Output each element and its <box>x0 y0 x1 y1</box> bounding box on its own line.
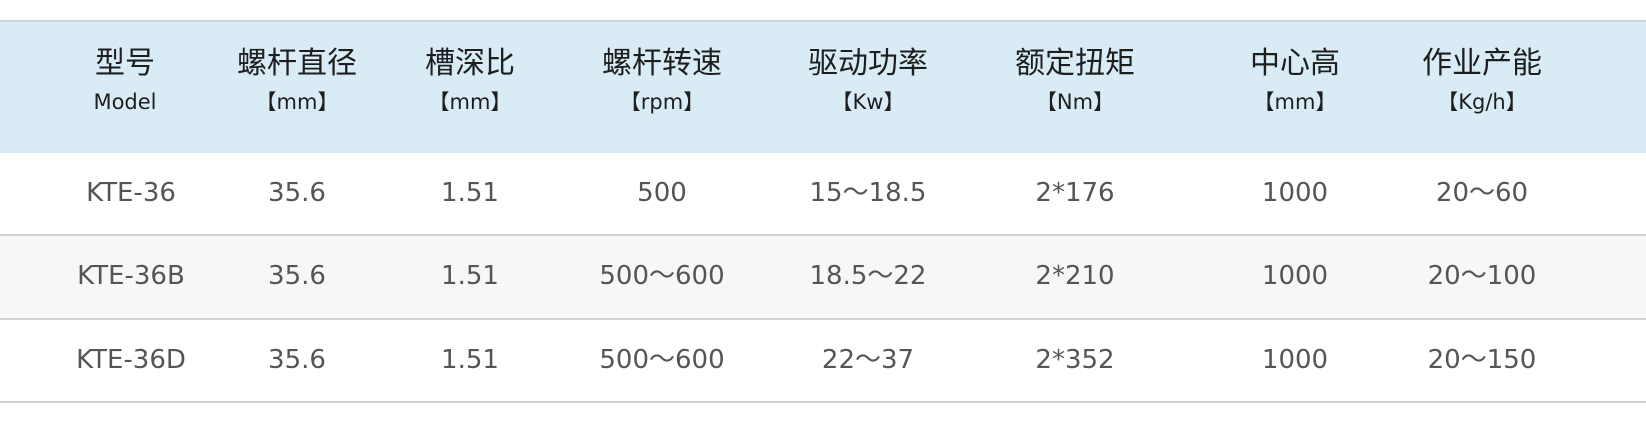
column-unit: 【mm】 <box>428 90 512 114</box>
table-cell: 500～600 <box>599 261 725 291</box>
column-unit: 【rpm】 <box>619 90 705 114</box>
table-cell: 18.5～22 <box>809 261 927 291</box>
column-title: 槽深比 <box>425 46 515 81</box>
column-unit: 【mm】 <box>255 90 339 114</box>
table-cell: 22～37 <box>821 345 915 375</box>
table-cell: 2*352 <box>1035 345 1115 375</box>
column-unit: Model <box>93 90 157 114</box>
table-cell: 20～100 <box>1427 261 1537 291</box>
table-cell: 1.51 <box>441 261 499 291</box>
table-cell: 15～18.5 <box>809 178 927 208</box>
table-row: KTE-36B 35.6 1.51 500～600 18.5～22 2*210 1000 20… <box>0 236 1646 320</box>
table-cell: 1000 <box>1261 178 1329 208</box>
column-title: 额定扭矩 <box>1015 46 1135 81</box>
column-title: 螺杆转速 <box>602 46 722 81</box>
column-unit: 【Nm】 <box>1035 90 1115 114</box>
column-unit: 【Kw】 <box>831 90 905 114</box>
column-header: 螺杆转速【rpm】 <box>552 44 772 120</box>
table-cell: 500～600 <box>599 345 725 375</box>
column-header: 额定扭矩【Nm】 <box>965 44 1185 120</box>
column-header: 型号 Model <box>15 44 235 120</box>
column-title: 作业产能 <box>1422 46 1542 81</box>
column-title: 螺杆直径 <box>237 46 357 81</box>
table-cell: 20～150 <box>1427 345 1537 375</box>
column-title: 中心高 <box>1250 46 1340 81</box>
column-unit: 【Kg/h】 <box>1437 90 1527 114</box>
table-cell: 35.6 <box>268 345 326 375</box>
table-cell: 1000 <box>1261 261 1329 291</box>
table-cell: KTE-36B <box>77 261 185 291</box>
table-cell: 35.6 <box>268 261 326 291</box>
table-cell: 2*176 <box>1035 178 1115 208</box>
table-cell: 500 <box>637 178 687 208</box>
column-header: 槽深比【mm】 <box>360 44 580 120</box>
column-title: 型号 <box>95 46 155 81</box>
column-header: 中心高【mm】 <box>1185 44 1405 120</box>
table-row: KTE-36 35.6 1.51 500 15～18.5 2*176 1000 20～60 <box>0 153 1646 236</box>
table-cell: 20～60 <box>1435 178 1529 208</box>
table-cell: 1.51 <box>441 345 499 375</box>
table-header: 型号 Model 螺杆直径 【mm】 槽深比 【mm】 螺杆转速 【rpm】 驱动功率 【Kw】额… <box>0 20 1646 155</box>
table-cell: KTE-36 <box>86 178 176 208</box>
column-unit: 【mm】 <box>1253 90 1337 114</box>
table-cell: 35.6 <box>268 178 326 208</box>
table-cell: 2*210 <box>1035 261 1115 291</box>
column-header: 作业产能【Kg/h】 <box>1372 44 1592 120</box>
column-title: 驱动功率 <box>808 46 928 81</box>
column-header: 驱动功率【Kw】 <box>758 44 978 120</box>
table-cell: 1.51 <box>441 178 499 208</box>
table-cell: 1000 <box>1261 345 1329 375</box>
table-row: KTE-36D 35.6 1.51 500～600 22～37 2*352 1000 20～1… <box>0 320 1646 403</box>
column-header: 螺杆直径【mm】 <box>187 44 407 120</box>
table-cell: KTE-36D <box>76 345 186 375</box>
